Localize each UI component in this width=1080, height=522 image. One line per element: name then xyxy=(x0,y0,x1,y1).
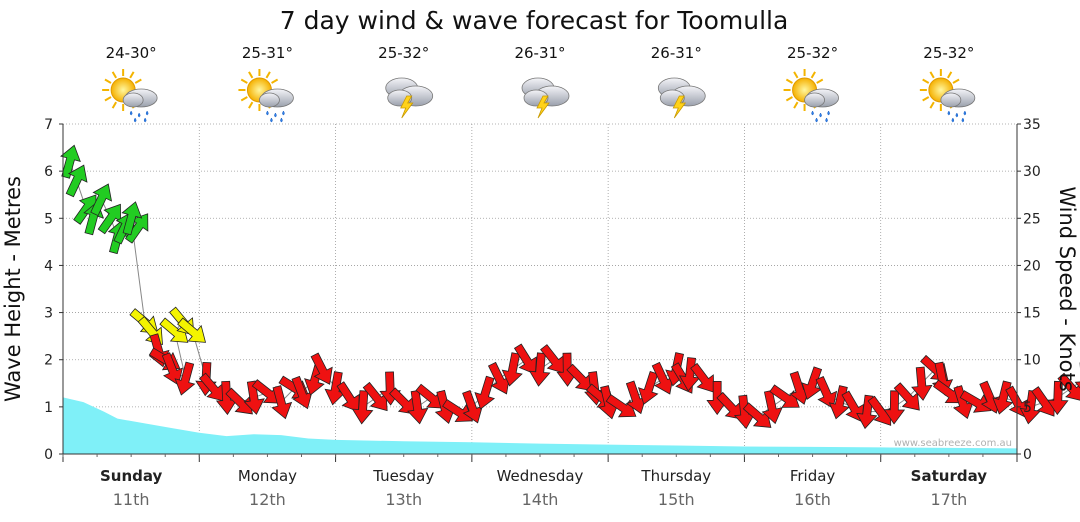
chart-title: 7 day wind & wave forecast for Toomulla xyxy=(280,6,789,35)
day-name: Monday xyxy=(238,467,297,485)
day-labels: Sunday 11th Monday 12th Tuesday 13th Wednesday… xyxy=(100,467,987,509)
wind-arrow xyxy=(351,390,374,425)
right-tick-label: 25 xyxy=(1023,211,1041,227)
wind-arrow xyxy=(540,344,565,374)
wind-arrow xyxy=(243,380,265,415)
grid xyxy=(63,123,1017,454)
weather-icons xyxy=(102,69,976,123)
left-tick-label: 5 xyxy=(44,211,53,227)
wind-arrow xyxy=(90,183,113,217)
right-tick-label: 15 xyxy=(1023,306,1041,322)
left-tick-label: 0 xyxy=(44,447,53,463)
day-temp: 25-31° xyxy=(242,44,293,62)
wave-height-series xyxy=(63,397,1017,454)
wind-arrow xyxy=(815,375,838,409)
wind-arrow xyxy=(501,352,523,387)
day-temperatures: 24-30° 25-31° 25-32° 26-31° 26-31° 25-32° 25-3… xyxy=(106,44,975,62)
sun-cloud-rain-icon xyxy=(919,69,976,123)
left-tick-label: 7 xyxy=(44,117,53,133)
wind-arrow xyxy=(911,366,933,401)
day-date: 11th xyxy=(113,490,150,509)
axes: 0 1 2 3 4 5 6 7 0 5 10 15 20 25 30 35 xyxy=(44,117,1041,463)
credit-text: www.seabreeze.com.au xyxy=(894,438,1012,449)
wave-area xyxy=(63,397,1017,454)
wind-arrow xyxy=(174,361,196,396)
storm-cloud-icon xyxy=(657,77,706,119)
left-axis-label: Wave Height - Metres xyxy=(1,176,25,402)
day-name: Saturday xyxy=(911,467,988,485)
wind-arrow xyxy=(474,375,496,410)
day-date: 12th xyxy=(249,490,286,509)
day-temp: 26-31° xyxy=(514,44,565,62)
right-tick-label: 30 xyxy=(1023,164,1041,180)
day-name: Tuesday xyxy=(372,467,434,485)
wind-arrow xyxy=(60,144,81,179)
day-temp: 25-32° xyxy=(787,44,838,62)
storm-cloud-icon xyxy=(385,77,434,119)
wind-arrow xyxy=(336,381,360,413)
wind-arrow xyxy=(690,362,715,393)
wind-speed-series xyxy=(60,144,1080,430)
right-tick-label: 20 xyxy=(1023,258,1041,274)
wind-arrow xyxy=(867,395,892,426)
wind-arrow xyxy=(225,387,253,415)
wind-arrow xyxy=(177,317,207,343)
day-date: 14th xyxy=(522,490,559,509)
day-temp: 25-32° xyxy=(923,44,974,62)
right-tick-label: 5 xyxy=(1023,400,1032,416)
right-axis-label: Wind Speed - Knots xyxy=(1055,186,1079,391)
sun-cloud-rain-icon xyxy=(238,69,294,123)
wind-arrow xyxy=(513,343,537,375)
wind-arrow xyxy=(271,385,293,420)
right-tick-label: 0 xyxy=(1023,447,1032,463)
day-name: Thursday xyxy=(640,467,711,485)
day-name: Wednesday xyxy=(497,467,584,485)
wind-arrow xyxy=(1057,372,1080,402)
day-temp: 25-32° xyxy=(378,44,429,62)
wind-arrow xyxy=(637,371,659,405)
left-tick-label: 1 xyxy=(44,400,53,416)
wind-arrow xyxy=(883,390,906,425)
wind-arrow xyxy=(407,390,429,425)
sun-cloud-rain-icon xyxy=(102,69,158,123)
day-date: 17th xyxy=(930,490,967,509)
wind-arrow xyxy=(529,352,551,387)
day-date: 13th xyxy=(385,490,422,509)
day-temp: 26-31° xyxy=(651,44,702,62)
right-tick-label: 35 xyxy=(1023,117,1041,133)
wind-arrow xyxy=(1074,361,1080,397)
left-tick-label: 2 xyxy=(44,353,53,369)
wind-arrow xyxy=(161,352,183,386)
day-temp: 24-30° xyxy=(106,44,157,62)
wind-arrow xyxy=(121,201,143,236)
wind-arrow xyxy=(442,398,474,423)
right-tick-label: 10 xyxy=(1023,353,1041,369)
day-name: Friday xyxy=(790,467,836,485)
wind-arrow xyxy=(1031,386,1055,417)
wind-arrow xyxy=(761,389,783,425)
sun-cloud-rain-icon xyxy=(783,69,839,123)
left-tick-label: 3 xyxy=(44,306,53,322)
day-date: 15th xyxy=(658,490,695,509)
day-date: 16th xyxy=(794,490,831,509)
left-tick-label: 4 xyxy=(44,258,53,274)
wind-arrow xyxy=(310,352,333,385)
wind-arrow xyxy=(893,382,920,411)
wind-arrow xyxy=(605,394,637,418)
wind-arrow xyxy=(65,164,88,198)
wind-arrow xyxy=(1047,380,1069,416)
wind-arrow xyxy=(959,390,992,413)
day-name: Sunday xyxy=(100,467,163,485)
wind-arrow xyxy=(769,384,800,408)
left-tick-label: 6 xyxy=(44,164,53,180)
storm-cloud-icon xyxy=(521,77,570,119)
